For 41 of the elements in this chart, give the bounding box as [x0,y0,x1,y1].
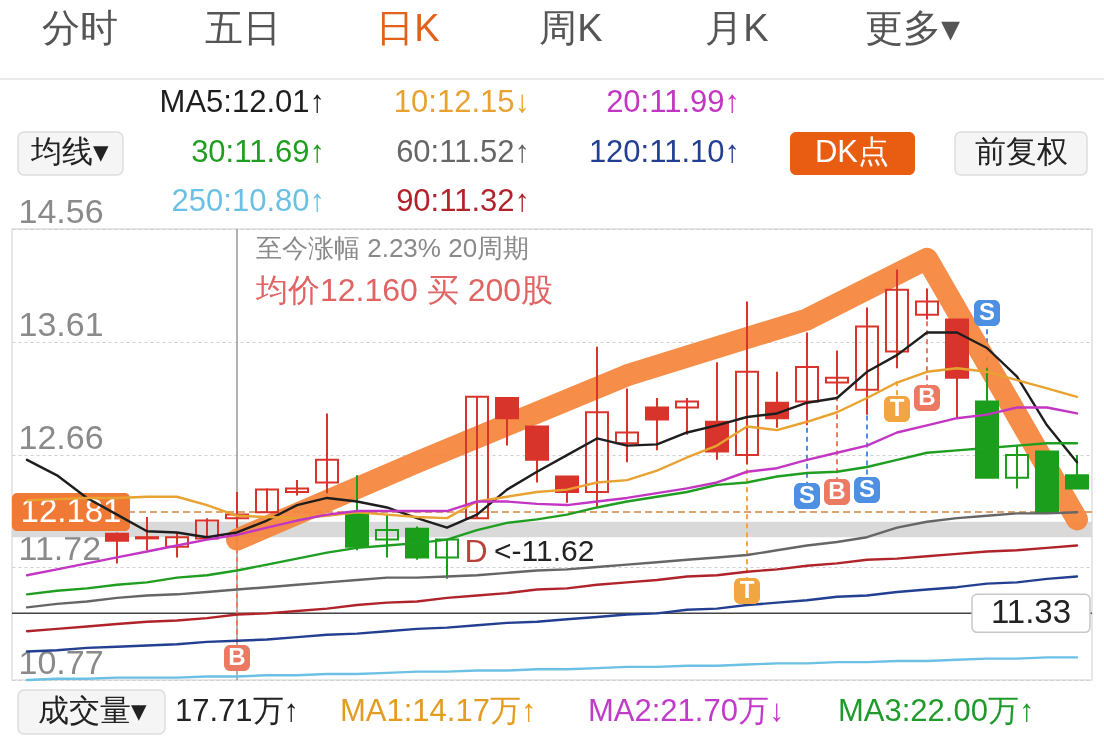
text: MA2:21.70万↓ [588,693,785,728]
annotation: B [828,477,846,504]
text: DK点 [814,134,890,169]
annotation: B [228,643,246,670]
annotation: T [739,576,755,603]
text: 10:12.15↓ [393,84,530,119]
text: 日K [376,7,440,49]
annotation: S [978,298,996,325]
text: 20:11.99↑ [606,84,740,119]
annotation: S [798,481,816,508]
text: 更多▾ [864,7,960,49]
annotation: D [464,533,488,569]
annotation: B [918,383,936,410]
y-tick-label: 14.56 [18,191,104,230]
annotation: <-11.62 [494,534,595,567]
text: MA3:22.00万↑ [838,693,1035,728]
text: 90:11.32↑ [396,183,530,218]
text: 周K [539,7,603,49]
ref-line-label: 11.33 [990,593,1072,631]
text: MA5:12.01↑ [159,84,325,119]
y-tick-label: 11.72 [18,529,102,568]
text: 月K [705,7,769,49]
text: 均线▾ [30,134,109,169]
text: MA1:14.17万↑ [340,693,537,728]
text: 250:10.80↑ [171,183,325,218]
text: 60:11.52↑ [396,134,530,169]
text: 30:11.69↑ [191,134,325,169]
text: 120:11.10↑ [588,134,740,169]
y-tick-label: 12.66 [18,417,104,456]
annotation: T [889,394,905,421]
text: 17.71万↑ [175,693,300,728]
ref-line-label: 12.181 [20,492,122,530]
y-tick-label: 10.77 [18,642,104,681]
text: 分时 [42,7,118,49]
text: 前复权 [974,134,1068,169]
annotation: S [858,475,876,502]
text: 五日 [205,7,281,49]
annotation: 至今涨幅 2.23% 20周期 [256,233,530,263]
y-tick-label: 13.61 [18,304,104,343]
annotation: 均价12.160 买 200股 [255,272,554,308]
text: 成交量▾ [37,693,147,728]
